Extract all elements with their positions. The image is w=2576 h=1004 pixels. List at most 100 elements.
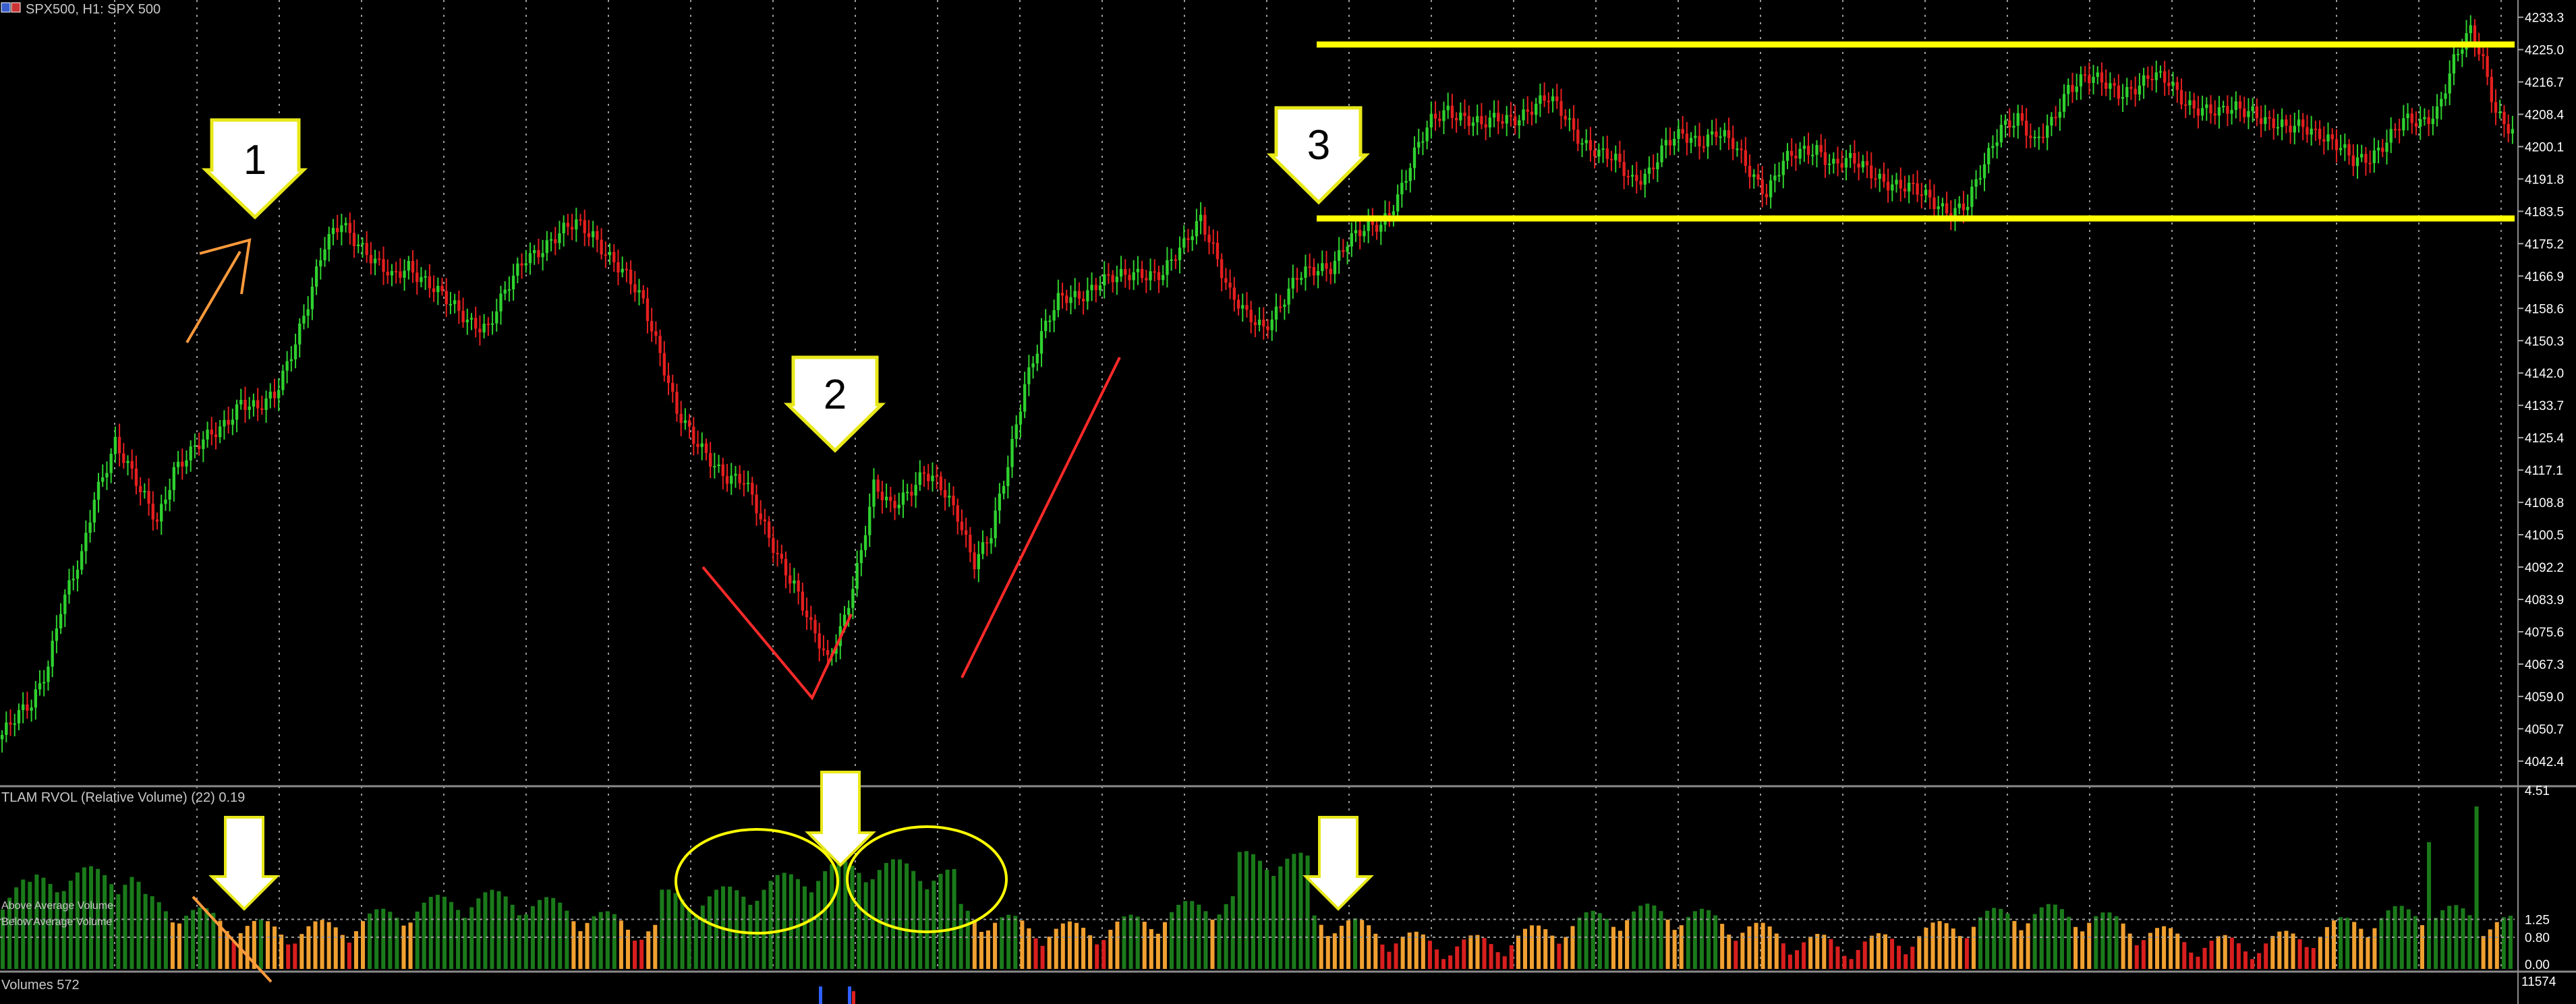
- rvol-bar: [2154, 928, 2160, 969]
- candle-body: [289, 359, 293, 361]
- candle-body: [2192, 100, 2196, 109]
- candle-body: [386, 272, 389, 276]
- candle-body: [1802, 146, 1806, 149]
- rvol-bar: [2100, 912, 2105, 969]
- candle-body: [1429, 113, 1433, 128]
- rvol-bar: [605, 911, 610, 969]
- price-tick-label: 4075.6: [2525, 626, 2564, 640]
- flag-icon: [1, 2, 21, 13]
- candle-body: [1463, 113, 1466, 116]
- rvol-bar: [1217, 914, 1222, 969]
- candle-body: [1438, 118, 1441, 121]
- candle-body: [1518, 120, 1521, 126]
- rvol-arrow-1-icon: [208, 816, 280, 911]
- rvol-bar: [326, 922, 331, 969]
- candle-body: [1308, 266, 1311, 268]
- rvol-bar: [1237, 852, 1242, 969]
- candle-body: [566, 223, 570, 227]
- rvol-bar: [1665, 919, 1670, 969]
- rvol-bar: [2386, 910, 2391, 969]
- candle-body: [1605, 148, 1609, 159]
- candle-body: [1228, 283, 1232, 288]
- candle-body: [1664, 140, 1667, 146]
- rvol-bar: [2202, 947, 2207, 969]
- candle-body: [2360, 154, 2364, 158]
- candle-body: [863, 535, 867, 550]
- candle-body: [1153, 271, 1156, 273]
- annotations: 1 2 3: [185, 41, 2515, 983]
- rvol-bar: [1298, 852, 1303, 969]
- candle-body: [637, 290, 641, 293]
- rvol-bar: [985, 930, 991, 969]
- rvol-bar: [1815, 934, 1820, 969]
- candle-body: [575, 219, 578, 230]
- candle-body: [1484, 124, 1487, 128]
- rvol-bar: [1835, 946, 1840, 969]
- rvol-bar: [1, 909, 5, 969]
- rvol-bar: [1971, 926, 1976, 969]
- candle-body: [1689, 138, 1693, 143]
- candle-body: [1643, 173, 1647, 185]
- rvol-bar: [490, 889, 494, 969]
- candle-body: [1300, 277, 1303, 280]
- candle-body: [2297, 119, 2301, 126]
- candle-body: [1731, 138, 1735, 149]
- price-tick-label: 4100.5: [2525, 529, 2564, 543]
- candle-body: [84, 533, 88, 552]
- rvol-bar: [1128, 914, 1133, 969]
- candle-body: [2205, 104, 2208, 109]
- candle-body: [2364, 154, 2368, 163]
- candle-body: [1777, 175, 1781, 177]
- rvol-bar: [2345, 918, 2350, 969]
- rvol-bar: [551, 897, 556, 969]
- rvol-bar: [2264, 943, 2268, 969]
- rvol-bar: [1434, 949, 1439, 969]
- price-tick-label: 4183.5: [2525, 205, 2564, 219]
- rvol-bar: [2488, 929, 2492, 969]
- rvol-bar: [428, 897, 433, 969]
- candle-body: [1425, 127, 1429, 142]
- candle-body: [2158, 71, 2163, 73]
- candle-body: [776, 553, 779, 555]
- rvol-bar: [2005, 913, 2010, 969]
- candle-body: [235, 404, 239, 420]
- candle-body: [1865, 160, 1869, 166]
- rvol-bar: [2039, 907, 2044, 969]
- candle-body: [1266, 326, 1269, 330]
- candle-body: [1626, 176, 1630, 178]
- candle-body: [1039, 331, 1043, 354]
- rvol-bar: [41, 877, 46, 969]
- candle-body: [428, 276, 432, 289]
- rvol-bar: [1611, 926, 1615, 969]
- rvol-bar: [1597, 913, 1602, 969]
- candle-body: [1103, 274, 1106, 286]
- candle-body: [2054, 117, 2057, 119]
- rvol-bar: [619, 920, 623, 969]
- rvol-bar: [333, 927, 338, 969]
- candle-body: [2355, 157, 2359, 167]
- rvol-bar: [612, 914, 617, 969]
- candle-body: [1681, 129, 1684, 134]
- candle-body: [1014, 424, 1018, 439]
- rvol-bar: [82, 867, 86, 969]
- candle-body: [700, 443, 704, 447]
- candle-body: [742, 483, 746, 485]
- candle-body: [469, 318, 474, 320]
- rvol-bar: [55, 892, 59, 969]
- candle-body: [1685, 134, 1689, 143]
- candle-body: [2482, 54, 2485, 57]
- rvol-bar: [2094, 916, 2098, 969]
- rvol-bar: [2189, 952, 2194, 969]
- candle-body: [809, 617, 813, 620]
- candle-body: [47, 666, 50, 682]
- candle-body: [1982, 164, 1986, 179]
- rvol-bar: [14, 887, 19, 969]
- candle-body: [482, 324, 486, 332]
- rvol-bar: [1332, 933, 1337, 969]
- candle-body: [1132, 272, 1135, 280]
- rvol-bar: [2454, 905, 2459, 969]
- arrow-1-label: 1: [244, 137, 266, 183]
- candle-body: [1966, 206, 1970, 210]
- rvol-bar: [313, 921, 318, 969]
- rvol-bar: [1992, 908, 1997, 969]
